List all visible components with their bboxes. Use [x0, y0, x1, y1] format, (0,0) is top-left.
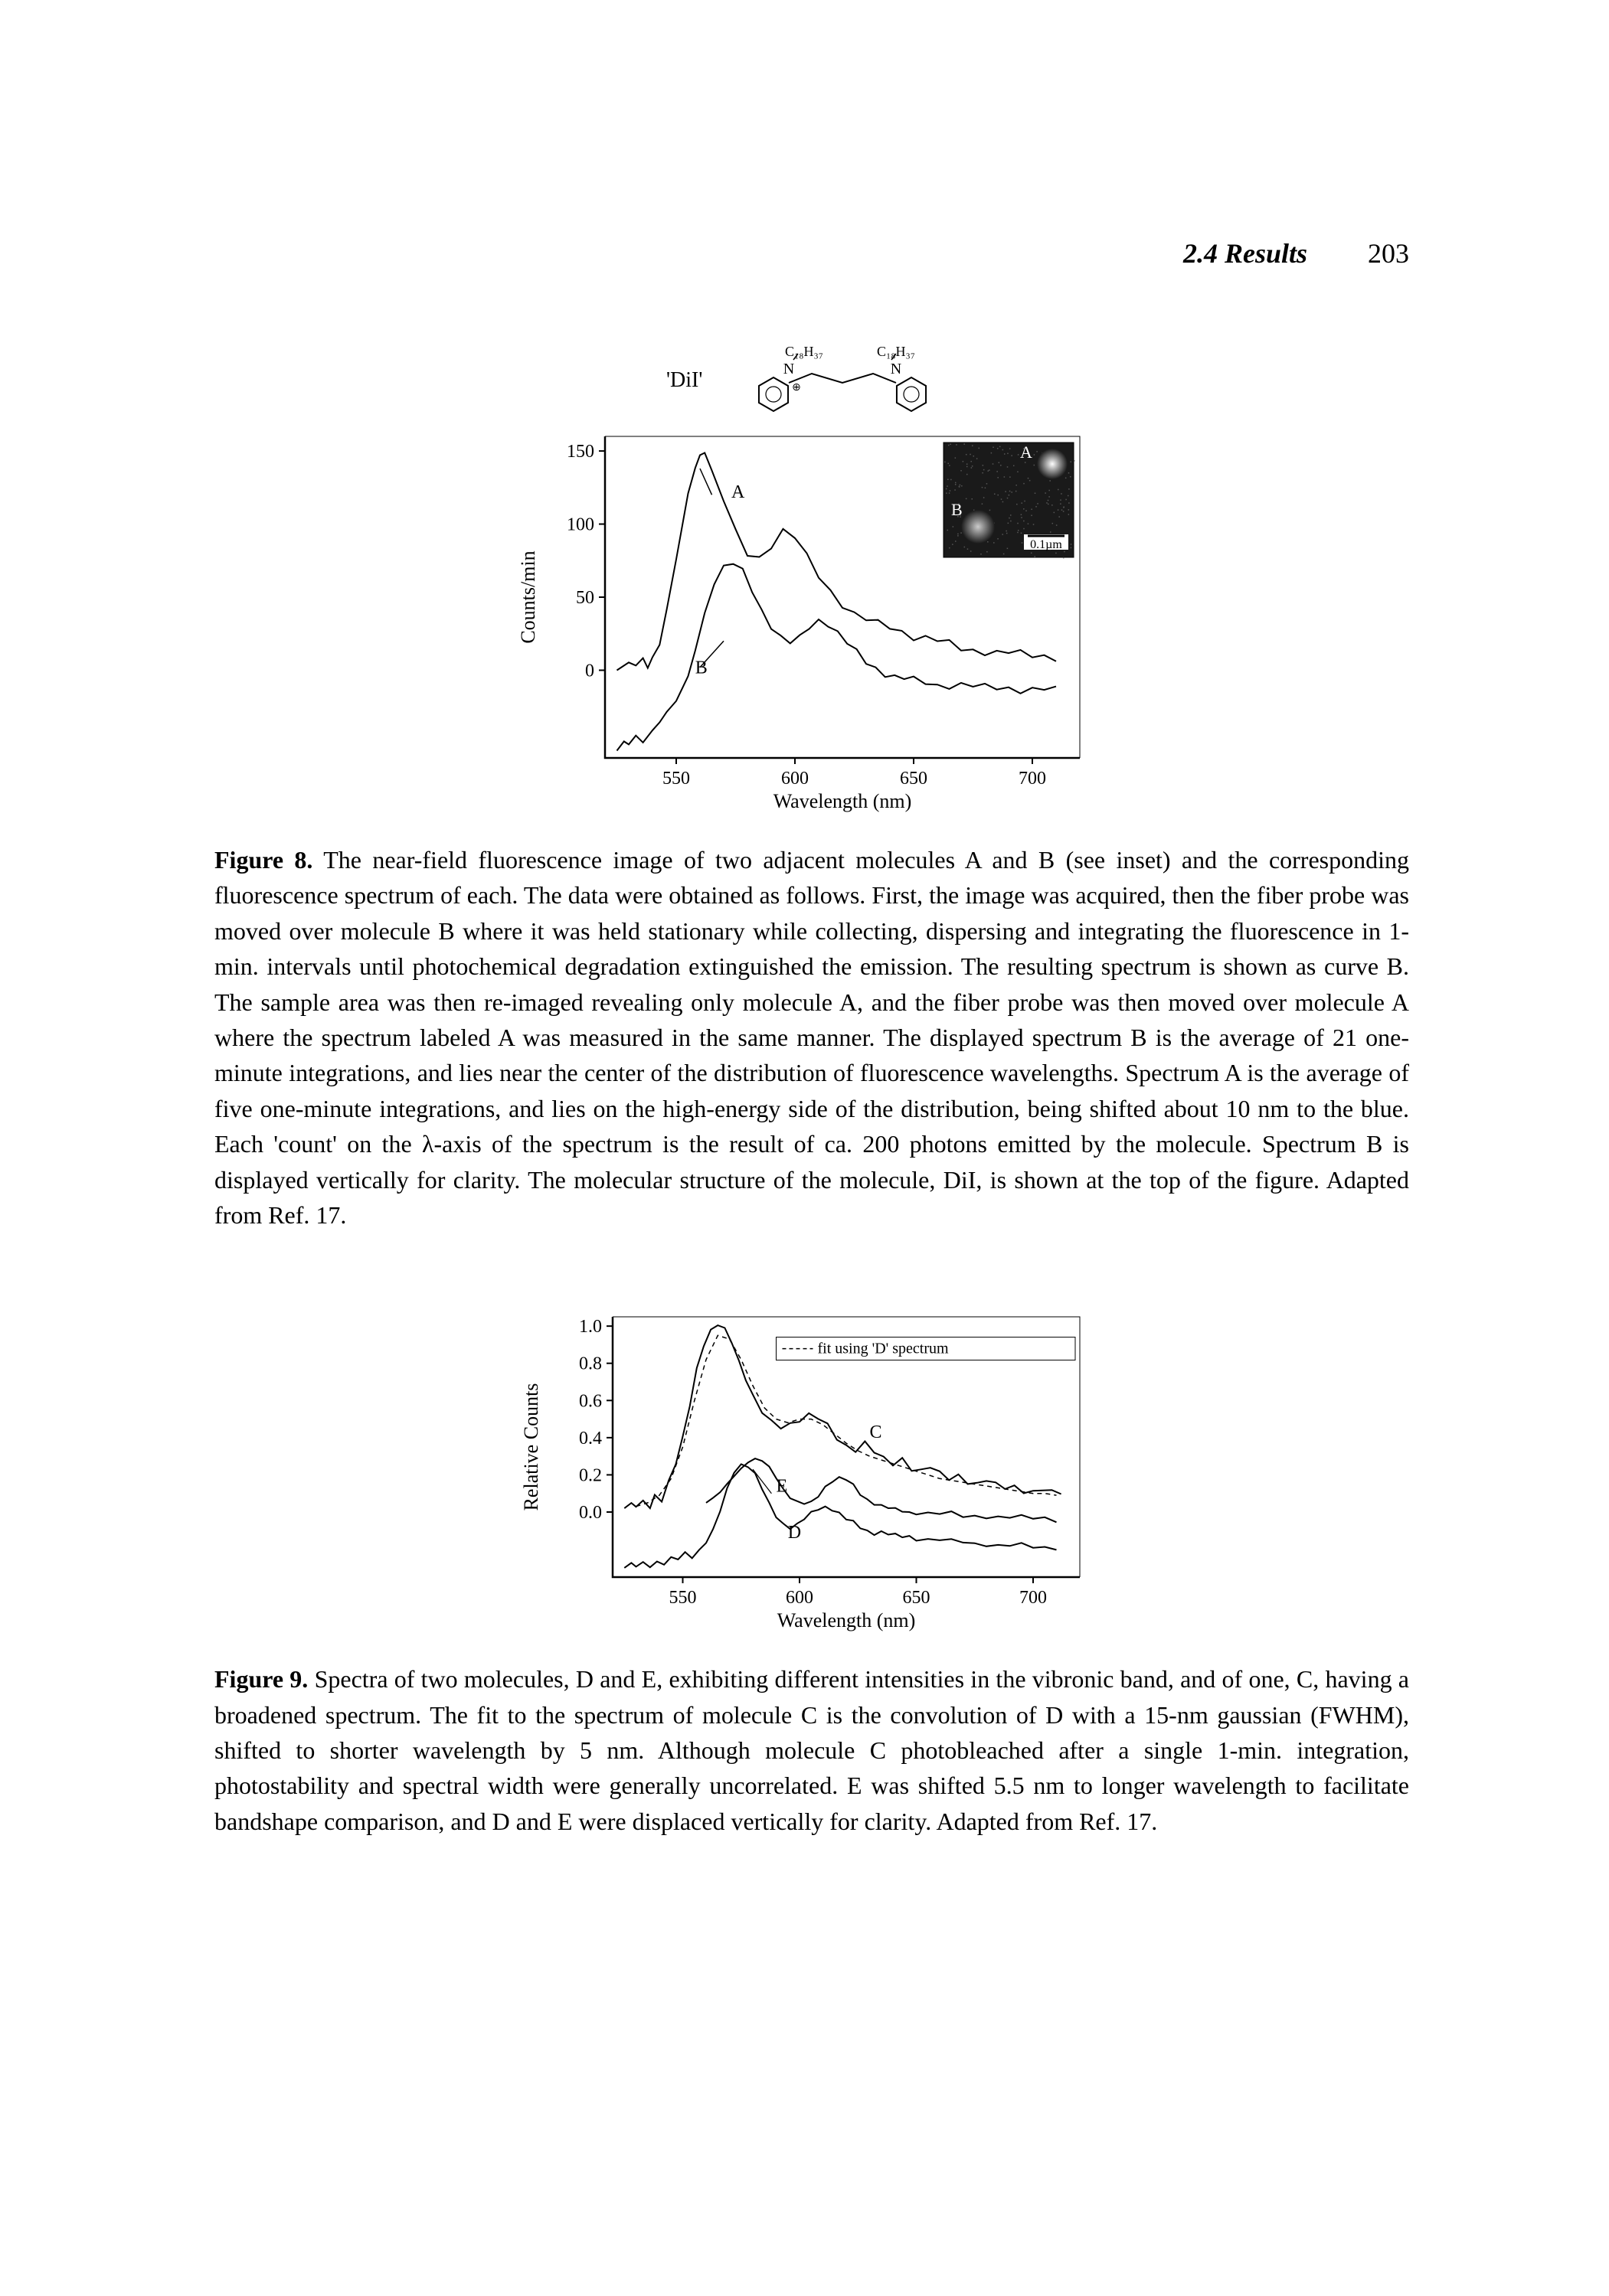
- figure-8-chart: 'DiI' N N ⊕ C₁₈H₃₇ C₁₈H₃₇ 550 600 650 700 0 50 100 15…: [513, 322, 1110, 819]
- svg-text:650: 650: [903, 1588, 930, 1608]
- svg-text:Counts/min: Counts/min: [517, 550, 539, 643]
- svg-text:'DiI': 'DiI': [666, 368, 702, 392]
- svg-text:0.1µm: 0.1µm: [1030, 538, 1062, 551]
- svg-text:N: N: [783, 361, 794, 377]
- svg-text:600: 600: [781, 769, 809, 789]
- svg-text:1.0: 1.0: [579, 1317, 602, 1337]
- svg-text:50: 50: [576, 588, 594, 608]
- svg-text:0.4: 0.4: [579, 1429, 602, 1448]
- svg-text:C₁₈H₃₇: C₁₈H₃₇: [877, 344, 915, 359]
- svg-text:0: 0: [585, 661, 594, 681]
- svg-text:C₁₈H₃₇: C₁₈H₃₇: [785, 344, 823, 359]
- figure-9: 550 600 650 700 0.0 0.2 0.4 0.6 0.8 1.0 Wavelength…: [214, 1302, 1409, 1839]
- figure-8: 'DiI' N N ⊕ C₁₈H₃₇ C₁₈H₃₇ 550 600 650 700 0 50 100 15…: [214, 322, 1409, 1233]
- svg-text:150: 150: [567, 442, 594, 462]
- section-title: 2.4 Results: [1183, 238, 1307, 269]
- svg-text:Relative Counts: Relative Counts: [520, 1383, 542, 1511]
- figure-8-label: Figure 8.: [214, 846, 312, 874]
- svg-text:Wavelength (nm): Wavelength (nm): [777, 1609, 916, 1631]
- svg-text:550: 550: [669, 1588, 697, 1608]
- svg-text:0.8: 0.8: [579, 1354, 602, 1374]
- svg-text:A: A: [731, 482, 745, 502]
- svg-text:A: A: [1020, 443, 1032, 462]
- figure-9-label: Figure 9.: [214, 1665, 308, 1693]
- svg-text:fit using 'D' spectrum: fit using 'D' spectrum: [818, 1341, 950, 1357]
- svg-text:600: 600: [786, 1588, 813, 1608]
- svg-text:E: E: [777, 1477, 788, 1497]
- svg-text:⊕: ⊕: [792, 382, 801, 394]
- running-head: 2.4 Results 203: [1183, 237, 1409, 269]
- figure-8-caption-text: The near-field fluorescence image of two…: [214, 846, 1409, 1229]
- svg-text:B: B: [951, 500, 963, 519]
- svg-text:0.6: 0.6: [579, 1392, 602, 1412]
- svg-text:100: 100: [567, 515, 594, 535]
- svg-text:D: D: [788, 1523, 801, 1543]
- svg-text:0.0: 0.0: [579, 1503, 602, 1523]
- svg-text:650: 650: [900, 769, 927, 789]
- svg-text:Wavelength (nm): Wavelength (nm): [773, 790, 912, 812]
- svg-text:700: 700: [1019, 1588, 1047, 1608]
- svg-text:700: 700: [1019, 769, 1046, 789]
- svg-text:550: 550: [662, 769, 690, 789]
- svg-text:N: N: [891, 361, 901, 377]
- figure-9-chart: 550 600 650 700 0.0 0.2 0.4 0.6 0.8 1.0 Wavelength…: [513, 1302, 1110, 1638]
- figure-8-caption: Figure 8. The near-field fluorescence im…: [214, 842, 1409, 1233]
- svg-text:C: C: [870, 1422, 882, 1442]
- page-number: 203: [1368, 238, 1409, 269]
- figure-9-caption-text: Spectra of two molecules, D and E, exhib…: [214, 1665, 1409, 1835]
- figure-9-caption: Figure 9. Spectra of two molecules, D an…: [214, 1661, 1409, 1839]
- svg-text:0.2: 0.2: [579, 1466, 602, 1486]
